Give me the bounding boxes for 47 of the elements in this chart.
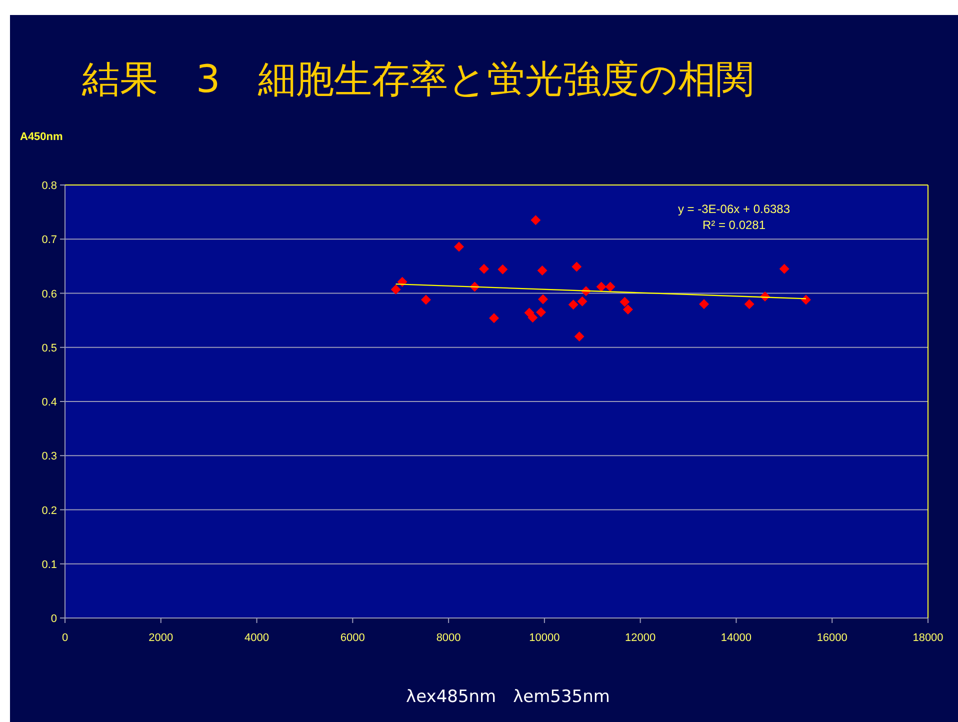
point: [744, 299, 754, 310]
y-tick-label: 0.6: [42, 288, 57, 300]
x-tick-label: 2000: [148, 632, 174, 644]
x-tick-label: 16000: [816, 632, 848, 644]
point: [577, 296, 588, 306]
point: [528, 312, 538, 323]
annotation: y = -3E-06x + 0.6383: [678, 202, 790, 216]
point: [596, 282, 606, 292]
x-tick-label: 12000: [625, 632, 656, 644]
point: [574, 332, 584, 342]
annotation: R² = 0.0281: [702, 218, 766, 232]
point: [699, 299, 710, 310]
point: [622, 304, 633, 314]
point: [779, 264, 790, 274]
point: [572, 262, 582, 272]
y-tick-label: 0.4: [42, 396, 57, 408]
x-tick-label: 4000: [244, 632, 270, 644]
point: [420, 294, 431, 305]
point: [537, 266, 548, 276]
x-axis-title: λex485nm λem535nm: [406, 687, 610, 707]
point: [800, 294, 811, 305]
point: [530, 215, 541, 226]
point: [620, 296, 630, 307]
point: [568, 300, 578, 310]
point: [478, 264, 489, 274]
y-tick-label: 0.8: [42, 180, 57, 192]
x-tick-label: 14000: [720, 632, 752, 644]
point: [538, 294, 548, 304]
y-tick-label: 0.3: [42, 450, 57, 463]
y-tick-label: 0.7: [42, 234, 57, 246]
y-tick-label: 0.2: [42, 504, 57, 517]
x-tick-label: 6000: [340, 632, 365, 644]
point: [390, 284, 401, 294]
y-tick-label: 0: [50, 613, 57, 625]
y-axis-title: A450nm: [20, 131, 64, 143]
x-tick-label: 0: [62, 632, 68, 644]
x-tick-label: 10000: [529, 632, 560, 644]
point: [536, 307, 546, 318]
point: [454, 242, 464, 252]
point: [489, 313, 500, 324]
y-tick-label: 0.1: [42, 558, 57, 571]
x-tick-label: 18000: [912, 632, 944, 644]
x-tick-label: 8000: [436, 632, 461, 644]
chart-title: 結果 3 細胞生存率と蛍光強度の相関: [81, 57, 754, 101]
y-tick-label: 0.5: [42, 342, 57, 354]
point: [498, 264, 508, 274]
point: [605, 282, 616, 292]
